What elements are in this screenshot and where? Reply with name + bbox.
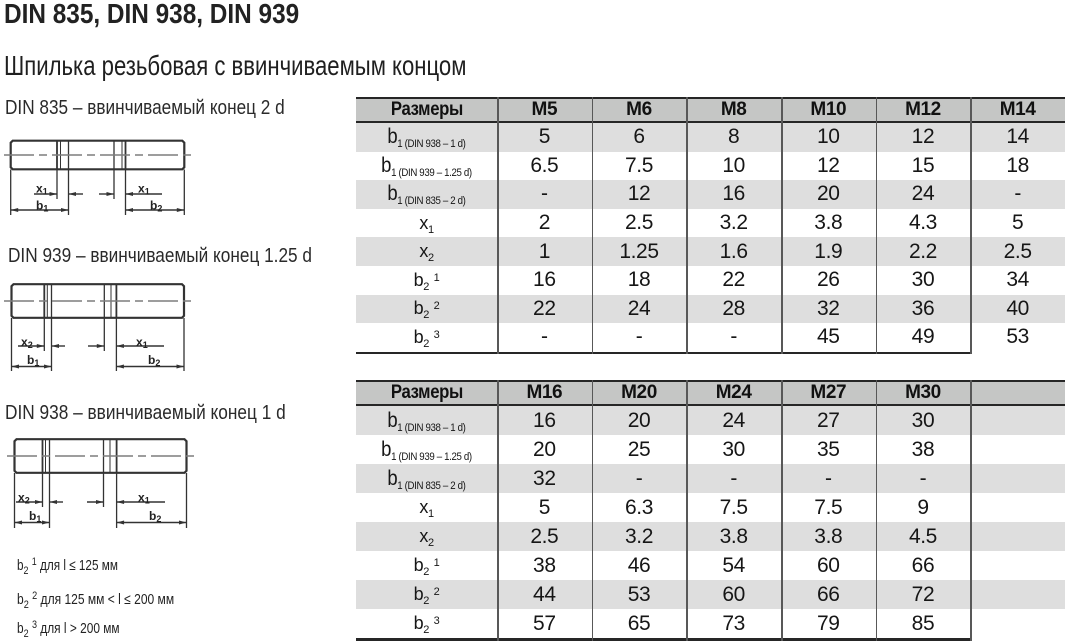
svg-text:x1: x1 xyxy=(138,491,150,506)
svg-text:x2: x2 xyxy=(18,491,30,506)
svg-text:x1: x1 xyxy=(138,182,150,197)
svg-text:b2: b2 xyxy=(149,509,161,524)
svg-text:x1: x1 xyxy=(36,182,48,197)
svg-text:x2: x2 xyxy=(21,335,33,350)
svg-text:b1: b1 xyxy=(36,199,48,214)
svg-text:x1: x1 xyxy=(136,335,148,350)
svg-text:b1: b1 xyxy=(27,353,39,368)
svg-text:b1: b1 xyxy=(29,509,41,524)
svg-text:b2: b2 xyxy=(150,199,162,214)
svg-text:b2: b2 xyxy=(148,353,160,368)
